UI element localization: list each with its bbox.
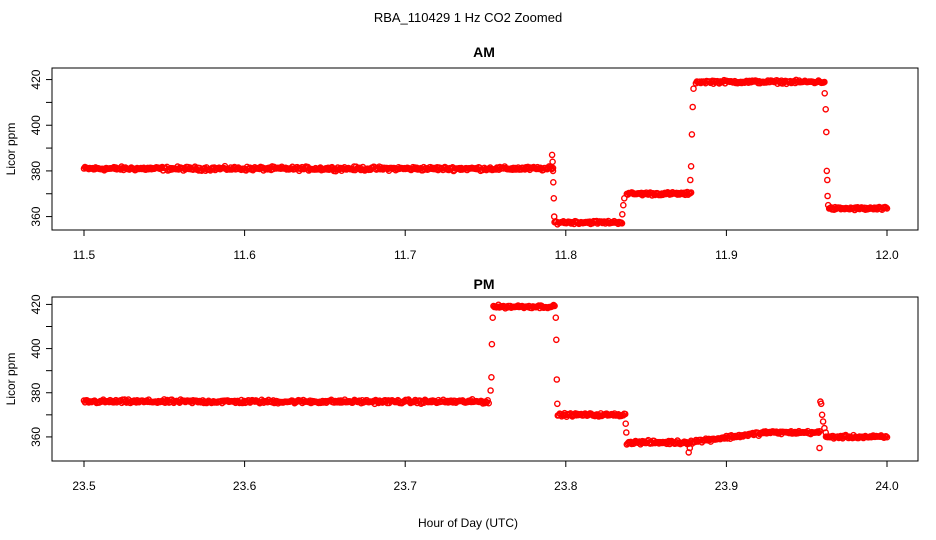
data-point: [882, 432, 890, 440]
data-point: [485, 399, 493, 407]
data-point: [823, 128, 830, 136]
data-point: [548, 151, 556, 159]
y-tick-label: 360: [29, 206, 43, 226]
am-y-axis-label: Licor ppm: [4, 123, 18, 176]
data-point: [883, 205, 891, 212]
pm-panel: PM Licor ppm 23.5 23.6 23.7 23.8 23.9 24.0 36…: [4, 276, 919, 493]
data-point: [552, 314, 560, 322]
data-point: [620, 201, 627, 209]
data-point: [553, 376, 561, 383]
pm-y-axis: 360 380 400 420: [29, 294, 52, 447]
data-point: [489, 314, 497, 322]
data-point: [484, 396, 492, 404]
x-tick-label: 11.5: [73, 248, 96, 262]
am-panel-title: AM: [473, 44, 495, 60]
y-tick-label: 380: [29, 382, 43, 402]
x-tick-label: 24.0: [875, 479, 899, 493]
data-point: [687, 189, 695, 196]
data-point: [687, 176, 694, 184]
data-point: [824, 176, 831, 184]
x-tick-label: 11.6: [233, 248, 256, 262]
data-point: [687, 162, 695, 170]
data-point: [554, 400, 561, 408]
data-point: [821, 90, 829, 97]
x-tick-label: 23.5: [72, 479, 96, 493]
x-tick-label: 23.8: [554, 479, 578, 493]
data-point: [822, 106, 830, 113]
data-point: [824, 201, 832, 209]
data-point: [549, 158, 556, 166]
data-point: [623, 429, 630, 436]
data-point: [816, 427, 823, 435]
x-tick-label: 11.9: [715, 248, 738, 262]
x-tick-label: 11.8: [555, 248, 578, 262]
data-point: [821, 78, 828, 86]
data-point: [553, 336, 560, 344]
data-point: [816, 444, 823, 452]
x-tick-label: 23.7: [394, 479, 418, 493]
data-point: [550, 213, 558, 220]
y-tick-label: 420: [29, 294, 43, 314]
data-point: [619, 210, 626, 218]
data-point: [818, 411, 826, 419]
data-point: [488, 373, 495, 381]
x-axis-title: Hour of Day (UTC): [418, 516, 518, 530]
am-y-axis: 360 380 400 420: [29, 69, 52, 227]
data-point: [618, 219, 626, 227]
data-point: [689, 103, 697, 111]
pm-panel-title: PM: [474, 276, 495, 292]
data-point: [550, 178, 557, 186]
figure-title: RBA_110429 1 Hz CO2 Zoomed: [374, 10, 562, 25]
y-tick-label: 380: [29, 161, 43, 181]
am-panel: AM Licor ppm 11.5 11.6 11.7 11.8 11.9 12.0 36…: [4, 44, 919, 262]
y-tick-label: 360: [29, 427, 43, 447]
data-point: [621, 194, 628, 202]
pm-data-points: [80, 301, 891, 456]
y-tick-label: 400: [29, 115, 43, 135]
pm-x-axis: 23.5 23.6 23.7 23.8 23.9 24.0: [72, 461, 899, 493]
data-point: [549, 167, 557, 175]
y-tick-label: 400: [29, 338, 43, 358]
data-point: [688, 131, 696, 138]
data-point: [883, 433, 891, 441]
y-tick-label: 420: [29, 69, 43, 89]
data-point: [549, 164, 557, 172]
data-point: [686, 444, 694, 452]
data-point: [823, 167, 831, 175]
data-point: [824, 192, 831, 200]
data-point: [690, 85, 697, 92]
data-point: [822, 429, 830, 436]
data-point: [621, 410, 629, 418]
x-tick-label: 11.7: [394, 248, 417, 262]
data-point: [819, 418, 827, 425]
am-plot-frame: [51, 67, 919, 231]
x-tick-label: 23.6: [233, 479, 257, 493]
data-point: [882, 204, 890, 211]
pm-y-axis-label: Licor ppm: [4, 353, 18, 406]
am-x-axis: 11.5 11.6 11.7 11.8 11.9 12.0: [73, 230, 899, 262]
am-data-points: [80, 76, 891, 228]
data-point: [622, 420, 630, 428]
data-point: [817, 400, 825, 408]
data-point: [488, 340, 496, 348]
data-point: [487, 387, 494, 394]
data-point: [551, 302, 558, 310]
x-tick-label: 23.9: [715, 479, 739, 493]
pm-plot-frame: [51, 296, 919, 462]
x-tick-label: 12.0: [875, 248, 899, 262]
data-point: [550, 194, 558, 202]
